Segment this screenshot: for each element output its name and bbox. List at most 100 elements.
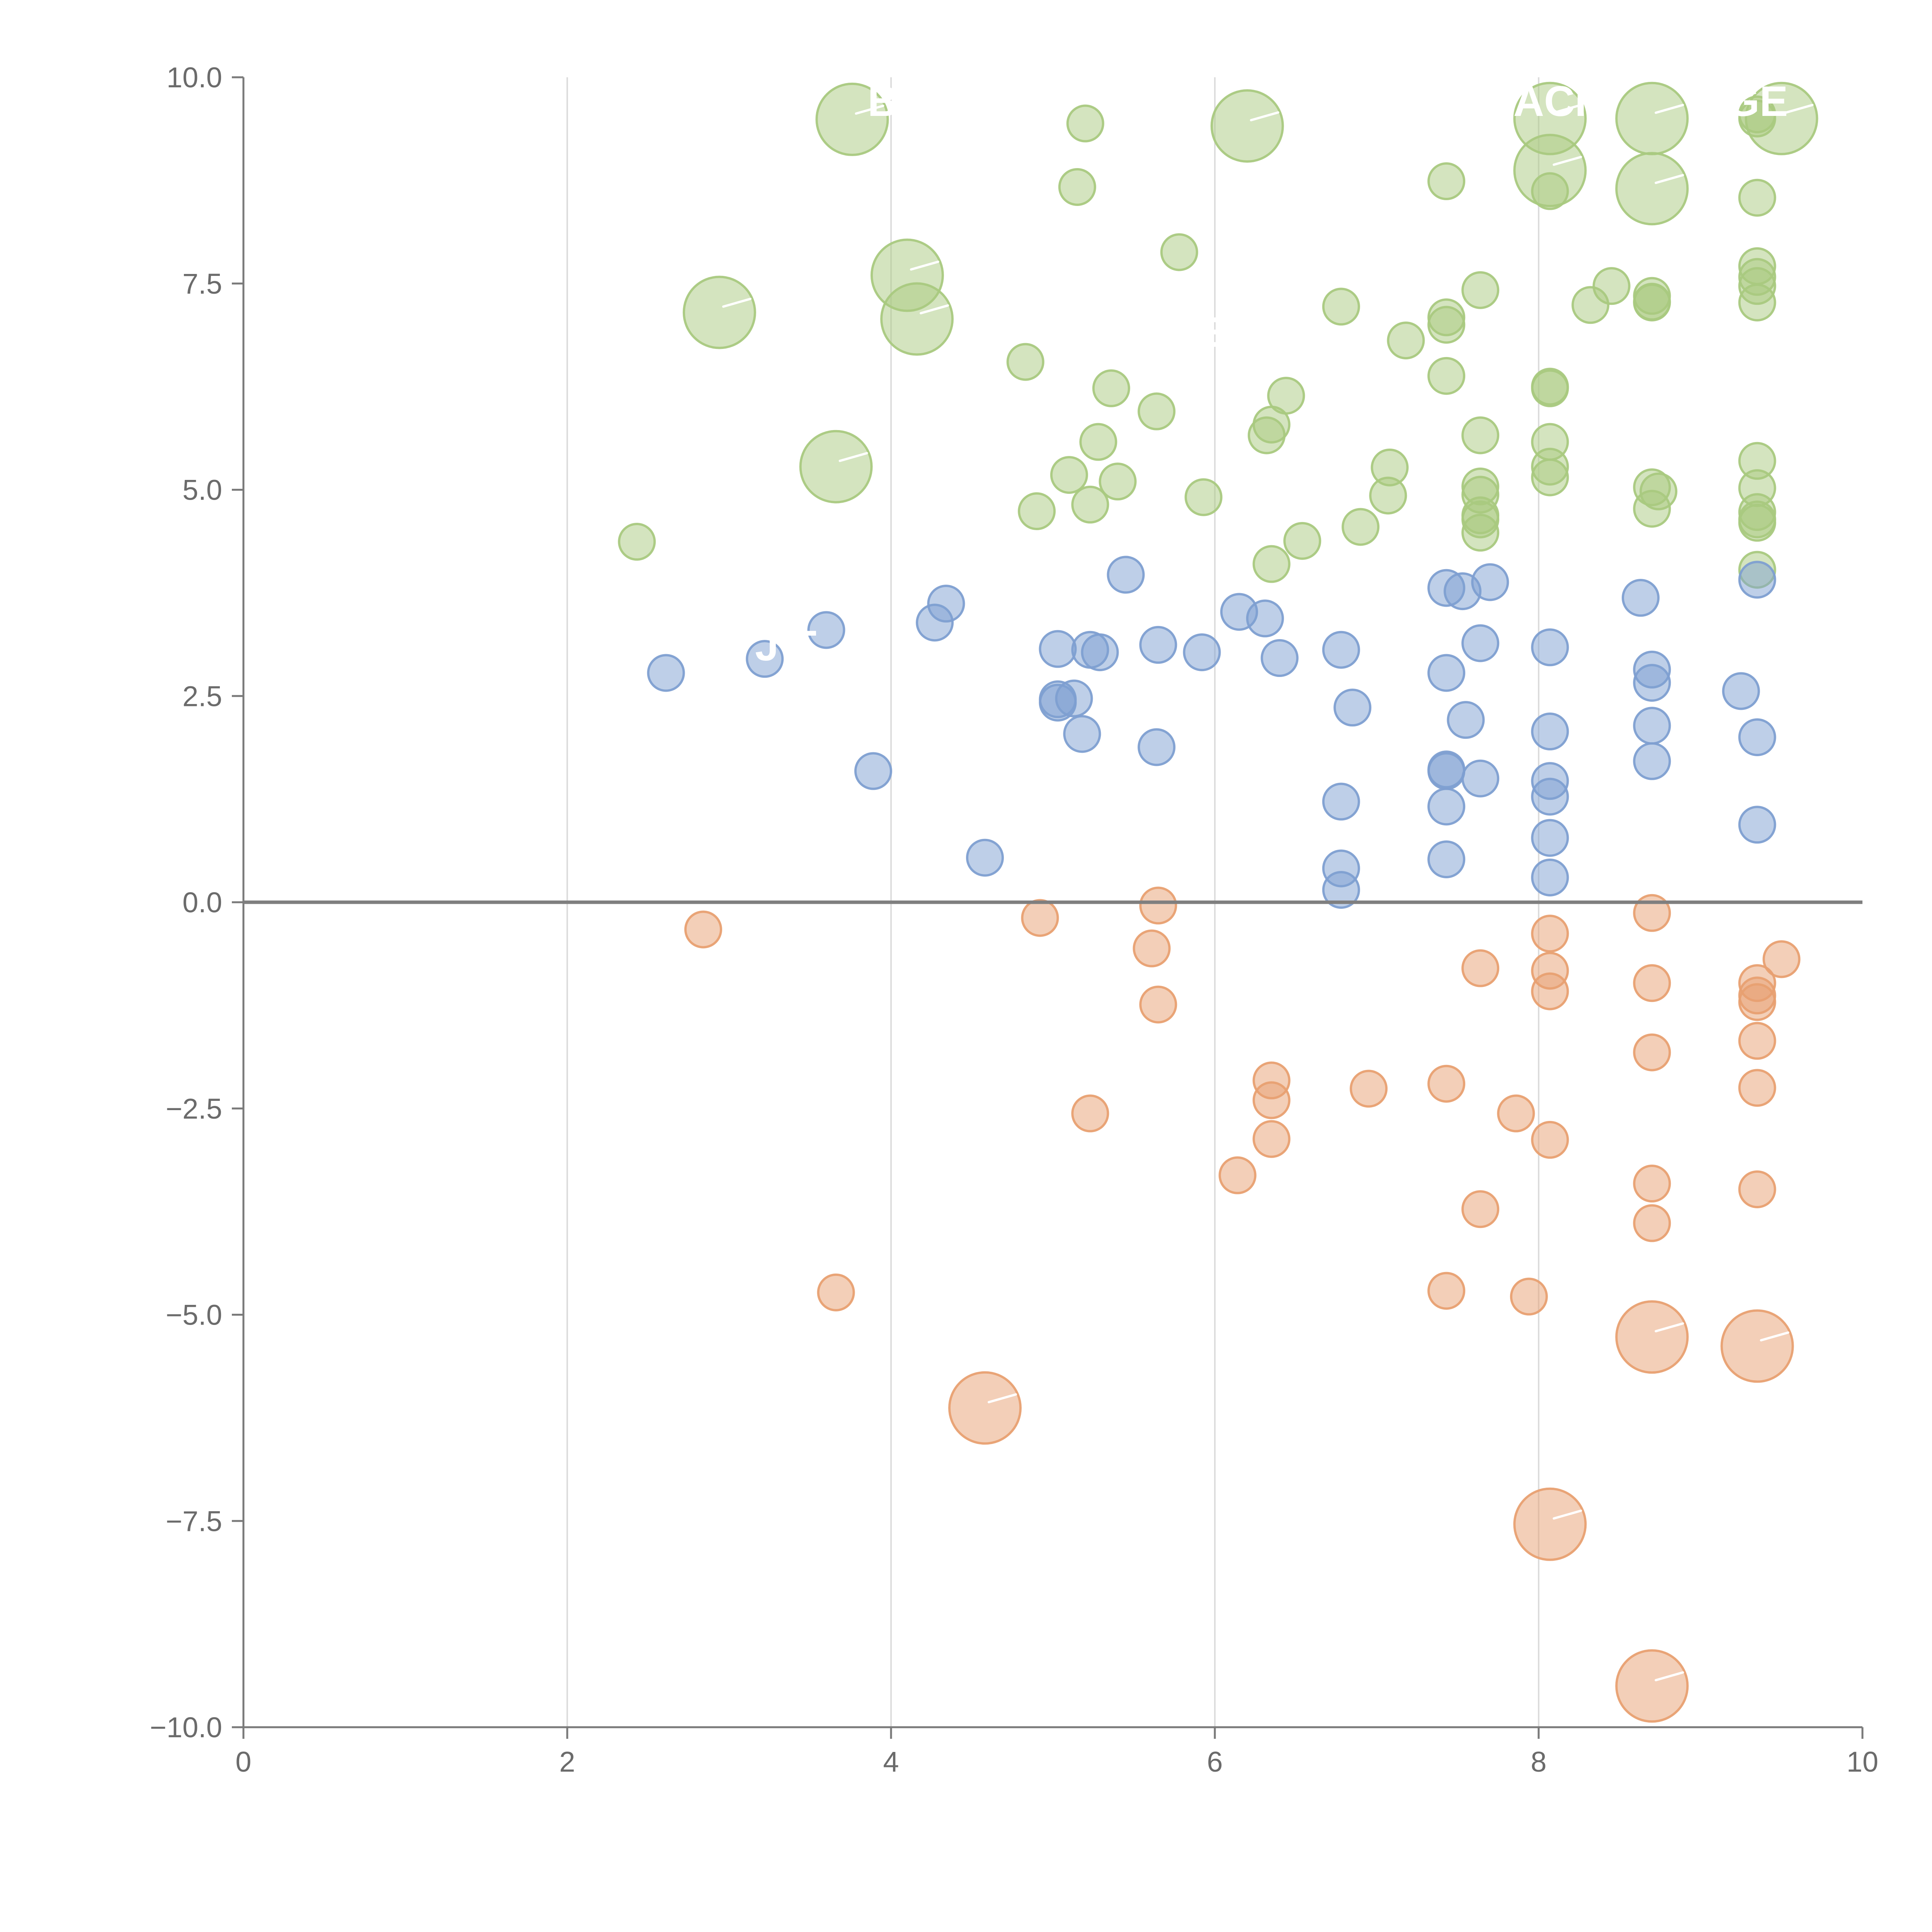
data-point-negative — [1021, 899, 1059, 937]
data-point-low — [1738, 806, 1776, 844]
data-point-negative — [817, 1273, 855, 1311]
data-point-high — [1322, 287, 1360, 326]
data-point-high — [1071, 485, 1109, 524]
data-point-low — [1139, 626, 1177, 664]
data-point-high — [1615, 82, 1689, 155]
point-annotation-label: E — [1201, 309, 1229, 356]
data-point-low — [1531, 713, 1569, 751]
data-point-low — [1107, 556, 1145, 594]
point-annotation-label: GE — [1726, 78, 1788, 125]
data-point-negative — [1615, 1300, 1689, 1374]
data-point-high — [1513, 82, 1587, 155]
data-point-negative — [1738, 1170, 1776, 1208]
data-point-low — [1333, 689, 1372, 727]
data-point-high — [1738, 179, 1776, 217]
data-point-high — [1050, 456, 1088, 494]
data-point-negative — [1633, 1165, 1671, 1203]
data-point-high — [1738, 503, 1776, 542]
data-point-high — [682, 276, 756, 349]
data-point-low — [1738, 561, 1776, 599]
y-tick-label: 7.5 — [182, 268, 222, 300]
data-point-negative — [684, 910, 722, 949]
data-point-negative — [1615, 1649, 1689, 1723]
data-point-high — [1006, 343, 1044, 381]
x-tick-label: 2 — [559, 1746, 575, 1778]
data-point-low — [854, 752, 892, 790]
label-leader-line — [1760, 1331, 1789, 1342]
data-point-high — [1066, 104, 1104, 143]
data-point-high — [1184, 478, 1223, 516]
label-leader-line — [1553, 104, 1582, 114]
data-point-negative — [1633, 1204, 1671, 1242]
data-point-low — [1633, 664, 1671, 702]
label-leader-line — [1655, 1671, 1684, 1682]
data-point-low — [1427, 654, 1466, 692]
data-point-negative — [1133, 929, 1171, 968]
y-tick-label: −5.0 — [166, 1299, 222, 1331]
data-point-low — [1138, 728, 1176, 766]
data-point-low — [1039, 630, 1077, 668]
label-leader-line — [1655, 104, 1684, 114]
data-point-negative — [1531, 972, 1569, 1010]
x-tick-label: 8 — [1531, 1746, 1546, 1778]
data-point-low — [1621, 579, 1660, 617]
data-point-high — [1461, 514, 1500, 552]
data-point-high — [618, 523, 656, 561]
data-point-low — [746, 640, 784, 678]
point-annotation-label: B — [867, 78, 898, 125]
data-point-low — [1081, 633, 1119, 672]
points-layer — [243, 82, 1862, 1723]
label-leader-line — [920, 304, 949, 315]
data-point-negative — [1139, 985, 1177, 1024]
data-point-high — [880, 282, 954, 356]
data-point-low — [1063, 715, 1101, 753]
data-point-high — [1210, 89, 1284, 163]
label-leader-line — [1553, 1509, 1582, 1520]
y-tick-label: 5.0 — [182, 474, 222, 506]
data-point-high — [1342, 508, 1380, 546]
data-point-negative — [1633, 964, 1671, 1002]
data-point-high — [1531, 458, 1569, 497]
x-tick-label: 6 — [1207, 1746, 1223, 1778]
label-leader-line — [988, 1393, 1017, 1403]
data-point-negative — [1218, 1156, 1257, 1194]
data-point-low — [1633, 707, 1671, 745]
labels-layer: B ACI GE J T E — [755, 78, 1788, 670]
data-point-low — [1246, 599, 1284, 638]
data-point-low — [1322, 871, 1360, 909]
data-point-negative — [1513, 1487, 1587, 1561]
y-tick-label: −7.5 — [166, 1505, 222, 1537]
label-leader-line — [1655, 174, 1684, 184]
data-point-negative — [1427, 1065, 1466, 1103]
data-point-low — [1322, 782, 1360, 821]
data-point-low — [1427, 787, 1466, 826]
data-point-low — [1322, 631, 1360, 669]
data-point-high — [1252, 545, 1291, 583]
data-point-negative — [1350, 1070, 1388, 1108]
data-point-low — [1531, 858, 1569, 896]
point-annotation-label: J T — [755, 622, 816, 670]
x-tick-label: 0 — [235, 1746, 251, 1778]
label-leader-line — [910, 260, 939, 271]
data-point-low — [966, 838, 1004, 877]
data-point-negative — [1510, 1277, 1548, 1316]
data-point-high — [1387, 321, 1425, 360]
data-point-high — [799, 430, 873, 503]
data-point-negative — [1633, 1033, 1671, 1071]
data-point-negative — [1738, 983, 1776, 1021]
data-point-high — [1461, 271, 1500, 309]
data-point-negative — [1738, 1069, 1776, 1107]
y-tick-label: 0.0 — [182, 886, 222, 918]
data-point-high — [1633, 283, 1671, 321]
y-tick-label: 2.5 — [182, 680, 222, 712]
label-leader-line — [1784, 104, 1814, 114]
data-point-high — [1427, 306, 1466, 344]
data-point-negative — [1633, 894, 1671, 932]
data-point-low — [1260, 639, 1299, 677]
data-point-high — [1138, 392, 1176, 430]
y-tick-label: −2.5 — [166, 1093, 222, 1125]
label-leader-line — [1655, 1322, 1684, 1333]
data-point-low — [1531, 628, 1569, 667]
data-point-negative — [1252, 1081, 1291, 1119]
